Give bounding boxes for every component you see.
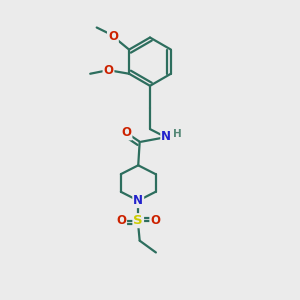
Text: N: N	[161, 130, 171, 143]
Text: H: H	[173, 129, 182, 139]
Text: S: S	[134, 214, 143, 227]
Text: O: O	[116, 214, 126, 227]
Text: O: O	[150, 214, 160, 227]
Text: N: N	[133, 194, 143, 207]
Text: O: O	[103, 64, 113, 77]
Text: O: O	[122, 126, 131, 140]
Text: O: O	[108, 30, 118, 43]
